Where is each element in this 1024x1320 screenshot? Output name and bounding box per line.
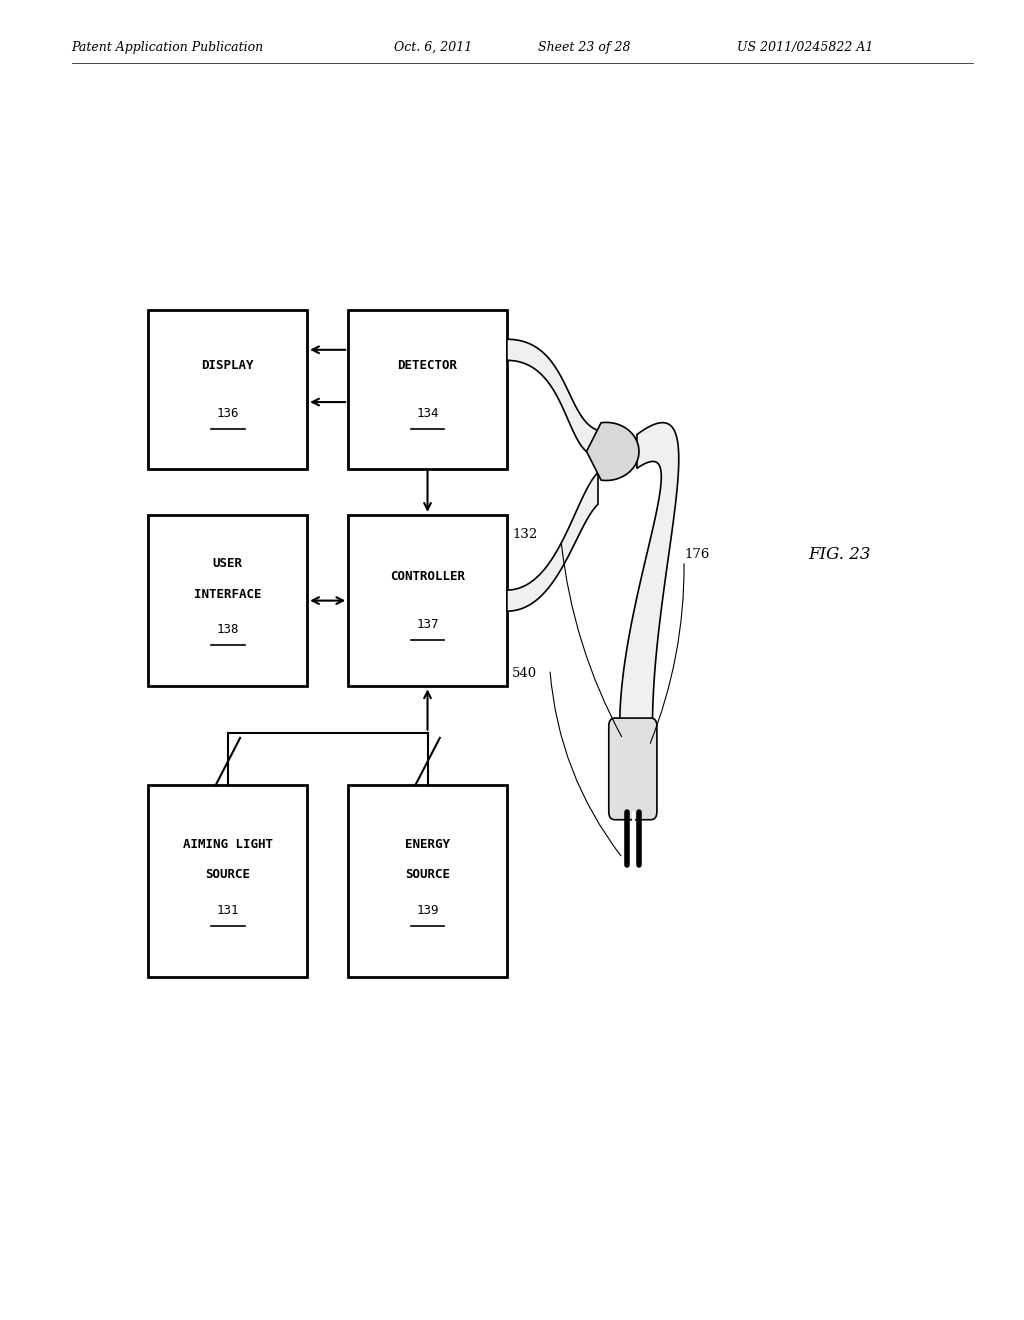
Text: INTERFACE: INTERFACE (195, 587, 261, 601)
Text: CONTROLLER: CONTROLLER (390, 570, 465, 583)
Bar (148, 515, 307, 686)
Text: US 2011/0245822 A1: US 2011/0245822 A1 (737, 41, 873, 54)
Text: SOURCE: SOURCE (206, 869, 250, 880)
Text: 540: 540 (512, 667, 537, 680)
FancyBboxPatch shape (608, 718, 657, 820)
Text: 134: 134 (417, 407, 438, 420)
Polygon shape (620, 422, 679, 726)
Polygon shape (587, 422, 639, 480)
Text: ENERGY: ENERGY (406, 838, 450, 850)
Text: AIMING LIGHT: AIMING LIGHT (183, 838, 272, 850)
Text: 139: 139 (417, 904, 438, 916)
Bar (348, 515, 507, 686)
Text: Patent Application Publication: Patent Application Publication (72, 41, 264, 54)
Text: 132: 132 (513, 528, 538, 541)
Text: Sheet 23 of 28: Sheet 23 of 28 (538, 41, 630, 54)
Text: SOURCE: SOURCE (406, 869, 450, 880)
Text: DISPLAY: DISPLAY (202, 359, 254, 372)
Text: Oct. 6, 2011: Oct. 6, 2011 (394, 41, 472, 54)
Text: 131: 131 (217, 904, 239, 916)
Text: FIG. 23: FIG. 23 (808, 546, 871, 562)
Text: 138: 138 (217, 623, 239, 636)
Polygon shape (507, 473, 598, 611)
Bar (148, 310, 307, 469)
Bar (148, 785, 307, 977)
Text: USER: USER (213, 557, 243, 570)
Bar (348, 310, 507, 469)
Polygon shape (507, 339, 598, 455)
Text: 136: 136 (217, 407, 239, 420)
Text: DETECTOR: DETECTOR (397, 359, 458, 372)
Text: 137: 137 (417, 618, 438, 631)
Text: 176: 176 (684, 548, 710, 561)
Bar (348, 785, 507, 977)
